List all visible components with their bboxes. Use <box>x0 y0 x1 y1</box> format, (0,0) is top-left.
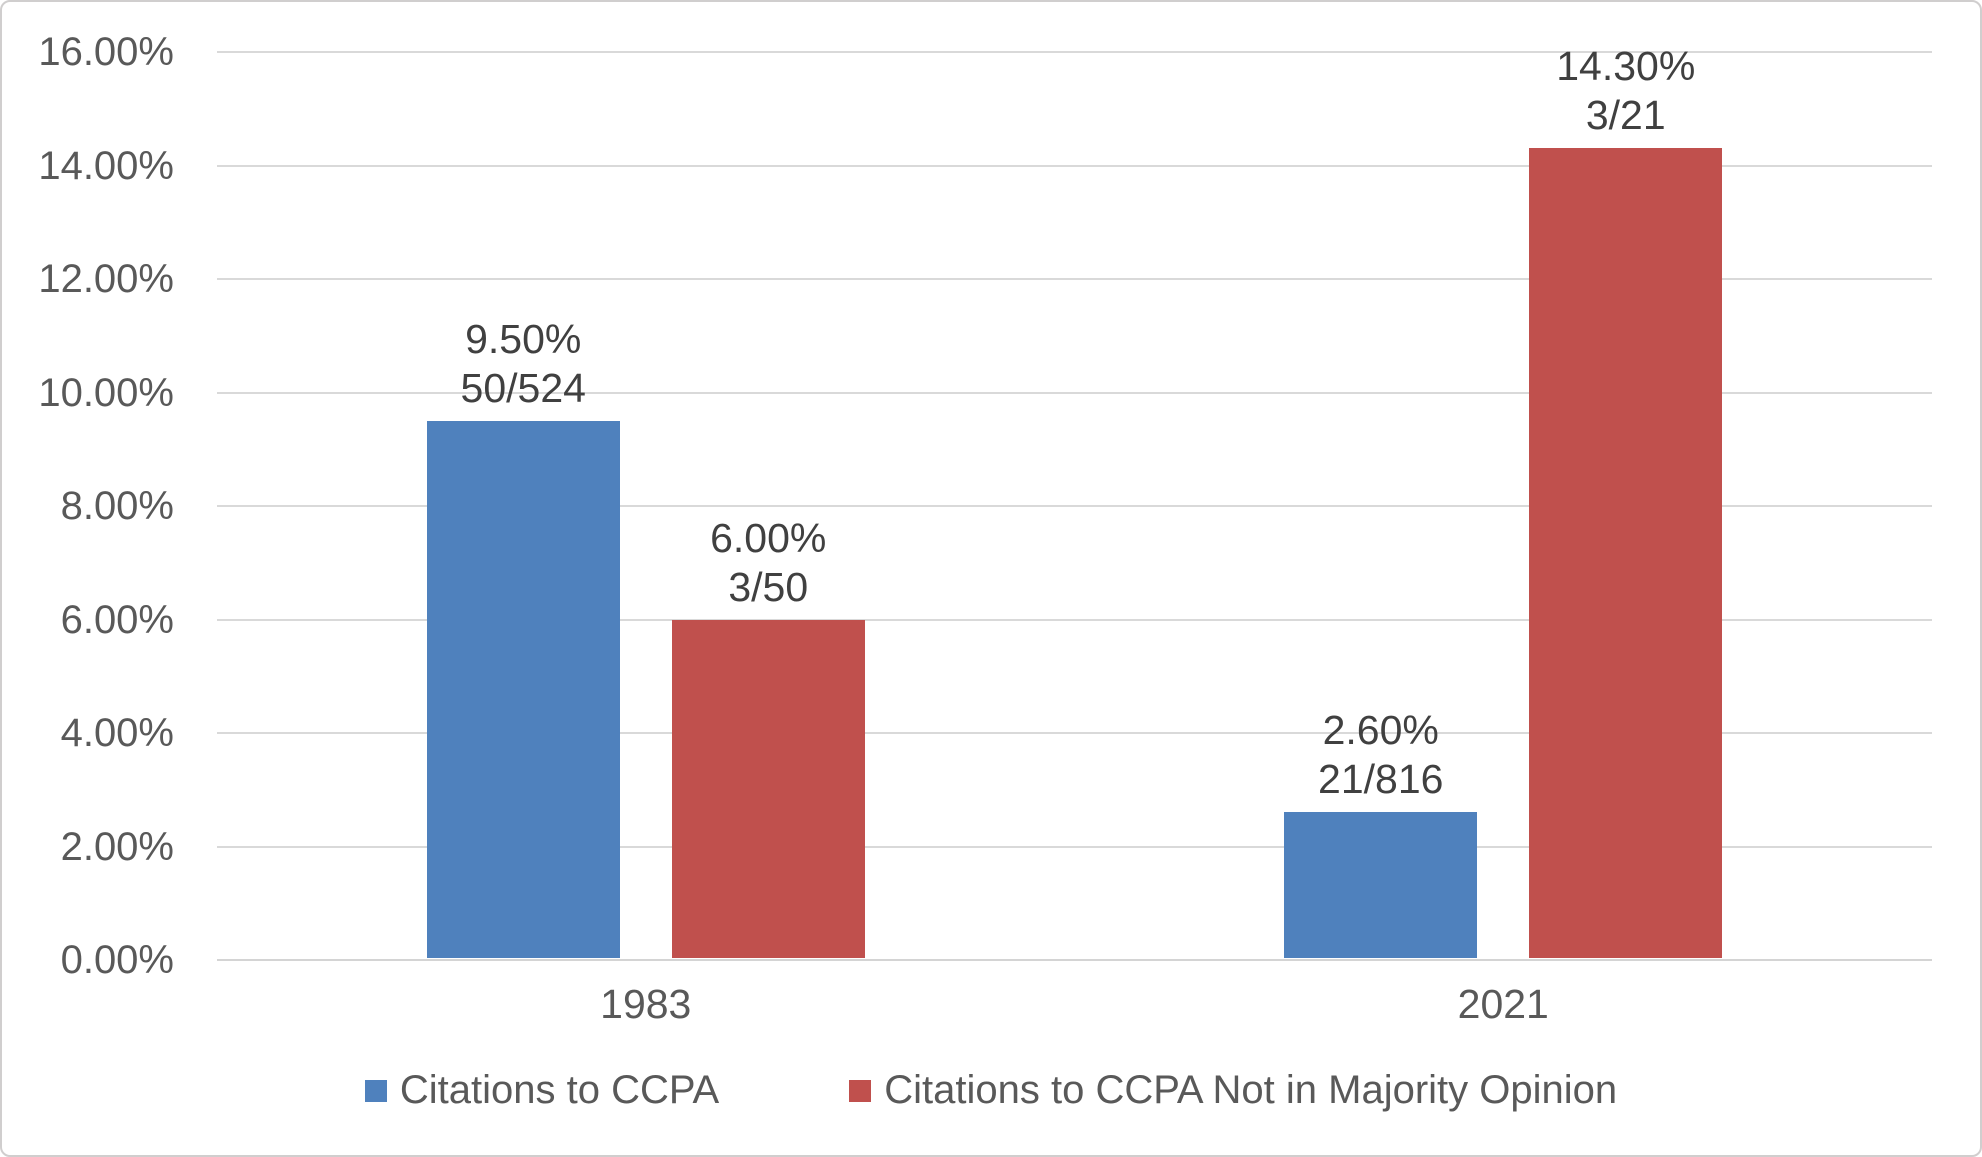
data-label-line: 50/524 <box>460 364 586 411</box>
data-label-line: 9.50% <box>465 315 582 362</box>
data-label-line: 21/816 <box>1318 756 1444 803</box>
legend-item-citations-to-ccpa-not-in-majority-opinion: Citations to CCPA Not in Majority Opinio… <box>849 1068 1617 1113</box>
gridline <box>217 732 1932 734</box>
data-label-1983-citations-to-ccpa: 9.50% 50/524 <box>363 315 683 413</box>
y-axis-tick-label: 16.00% <box>38 30 174 74</box>
bar-1983-citations-to-ccpa-not-in-majority-opinion <box>671 619 865 958</box>
chart-legend: Citations to CCPA Citations to CCPA Not i… <box>2 1068 1980 1113</box>
bar-2021-citations-to-ccpa-not-in-majority-opinion <box>1529 148 1723 958</box>
gridline <box>217 51 1932 53</box>
data-label-1983-citations-to-ccpa-not-in-majority-opinion: 6.00% 3/50 <box>608 514 928 612</box>
data-label-line: 3/50 <box>728 563 809 610</box>
y-axis-tick-label: 14.00% <box>38 143 174 188</box>
bar-1983-citations-to-ccpa <box>426 420 620 958</box>
y-axis-tick-label: 4.00% <box>60 711 174 755</box>
bar-2021-citations-to-ccpa <box>1284 812 1478 958</box>
gridline <box>217 845 1932 848</box>
gridline <box>217 505 1932 507</box>
y-axis-tick-label: 12.00% <box>38 257 174 301</box>
data-label-line: 14.30% <box>1556 43 1696 90</box>
category-label-2021: 2021 <box>1457 981 1549 1027</box>
legend-item-citations-to-ccpa: Citations to CCPA <box>364 1068 720 1113</box>
y-axis-tick-label: 10.00% <box>38 370 174 415</box>
y-axis-tick-label: 6.00% <box>60 597 174 642</box>
data-label-line: 3/21 <box>1585 92 1666 139</box>
x-axis-line <box>217 959 1932 961</box>
gridline <box>217 278 1932 280</box>
y-axis-tick-label: 8.00% <box>60 484 174 528</box>
gridline <box>217 164 1932 167</box>
legend-swatch-icon <box>364 1079 387 1102</box>
data-label-line: 6.00% <box>710 514 827 561</box>
data-label-2021-citations-to-ccpa-not-in-majority-opinion: 14.30% 3/21 <box>1466 42 1786 140</box>
category-label-1983: 1983 <box>600 981 692 1027</box>
data-label-2021-citations-to-ccpa: 2.60% 21/816 <box>1221 706 1541 804</box>
y-axis-tick-label: 0.00% <box>60 938 174 982</box>
gridline <box>217 618 1932 621</box>
legend-swatch-icon <box>849 1079 872 1102</box>
legend-label: Citations to CCPA Not in Majority Opinio… <box>884 1068 1618 1112</box>
legend-label: Citations to CCPA <box>399 1068 720 1112</box>
y-axis-tick-label: 2.00% <box>60 824 174 869</box>
data-label-line: 2.60% <box>1322 707 1439 754</box>
gridline <box>217 391 1932 394</box>
